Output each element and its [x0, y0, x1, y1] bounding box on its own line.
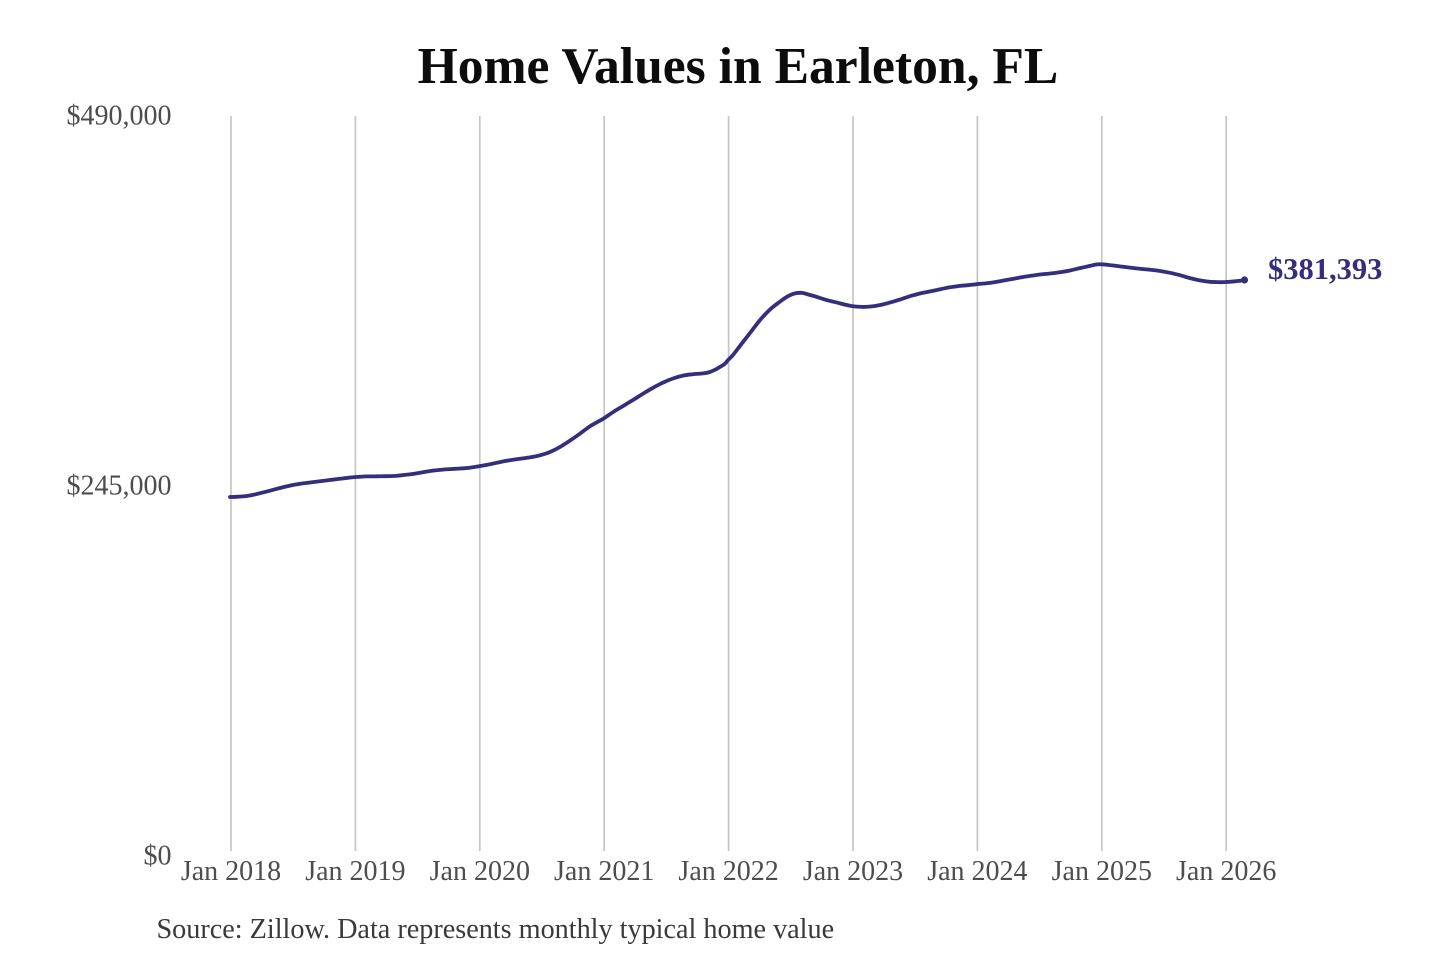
svg-text:Home Values in Earleton, FL: Home Values in Earleton, FL: [418, 38, 1059, 95]
svg-text:$245,000: $245,000: [67, 471, 172, 502]
svg-text:Jan 2021: Jan 2021: [554, 856, 654, 887]
svg-text:Jan 2019: Jan 2019: [305, 856, 405, 887]
svg-text:Jan 2024: Jan 2024: [927, 856, 1027, 887]
svg-text:Jan 2020: Jan 2020: [430, 856, 530, 887]
svg-text:Jan 2026: Jan 2026: [1176, 856, 1276, 887]
svg-text:$381,393: $381,393: [1268, 252, 1382, 286]
svg-text:Jan 2018: Jan 2018: [181, 856, 281, 887]
svg-text:Jan 2025: Jan 2025: [1052, 856, 1152, 887]
svg-text:$0: $0: [144, 841, 172, 872]
svg-text:Jan 2022: Jan 2022: [678, 856, 778, 887]
svg-text:$490,000: $490,000: [67, 101, 172, 132]
svg-text:Jan 2023: Jan 2023: [803, 856, 903, 887]
svg-text:Source: Zillow. Data represent: Source: Zillow. Data represents monthly …: [157, 914, 835, 945]
